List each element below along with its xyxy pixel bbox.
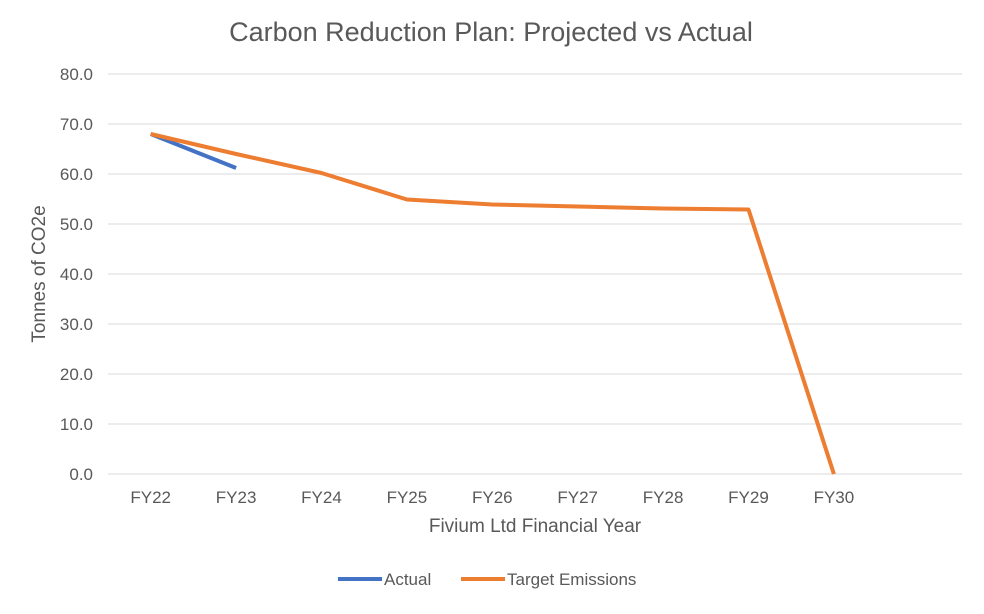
x-axis-title: Fivium Ltd Financial Year bbox=[429, 516, 642, 537]
x-tick-label: FY26 bbox=[472, 488, 513, 507]
y-tick-label: 50.0 bbox=[60, 215, 93, 234]
y-tick-label: 40.0 bbox=[60, 265, 93, 284]
x-tick-label: FY30 bbox=[814, 488, 855, 507]
x-tick-label: FY29 bbox=[728, 488, 769, 507]
x-tick-label: FY23 bbox=[216, 488, 257, 507]
legend-label-actual: Actual bbox=[384, 570, 431, 589]
legend-label-target-emissions: Target Emissions bbox=[507, 570, 636, 589]
y-tick-label: 70.0 bbox=[60, 115, 93, 134]
y-tick-label: 60.0 bbox=[60, 165, 93, 184]
y-axis-ticks: 0.0 10.0 20.0 30.0 40.0 50.0 60.0 70.0 80.0 bbox=[60, 65, 93, 484]
x-tick-label: FY25 bbox=[387, 488, 428, 507]
chart-title: Carbon Reduction Plan: Projected vs Actu… bbox=[229, 17, 753, 47]
x-tick-label: FY24 bbox=[301, 488, 342, 507]
y-tick-label: 30.0 bbox=[60, 315, 93, 334]
series-line-target-emissions bbox=[150, 132, 836, 475]
y-tick-label: 20.0 bbox=[60, 365, 93, 384]
y-tick-label: 10.0 bbox=[60, 415, 93, 434]
y-axis-title: Tonnes of CO2e bbox=[29, 205, 50, 342]
series-lines bbox=[149, 132, 836, 475]
y-tick-label: 0.0 bbox=[69, 465, 93, 484]
legend: Actual Target Emissions bbox=[338, 570, 636, 589]
x-axis-ticks: FY22 FY23 FY24 FY25 FY26 FY27 FY28 FY29 FY30 bbox=[130, 488, 854, 507]
x-tick-label: FY27 bbox=[557, 488, 598, 507]
gridlines bbox=[108, 73, 962, 475]
series-line-actual bbox=[149, 132, 237, 170]
y-tick-label: 80.0 bbox=[60, 65, 93, 84]
x-tick-label: FY22 bbox=[130, 488, 171, 507]
x-tick-label: FY28 bbox=[643, 488, 684, 507]
